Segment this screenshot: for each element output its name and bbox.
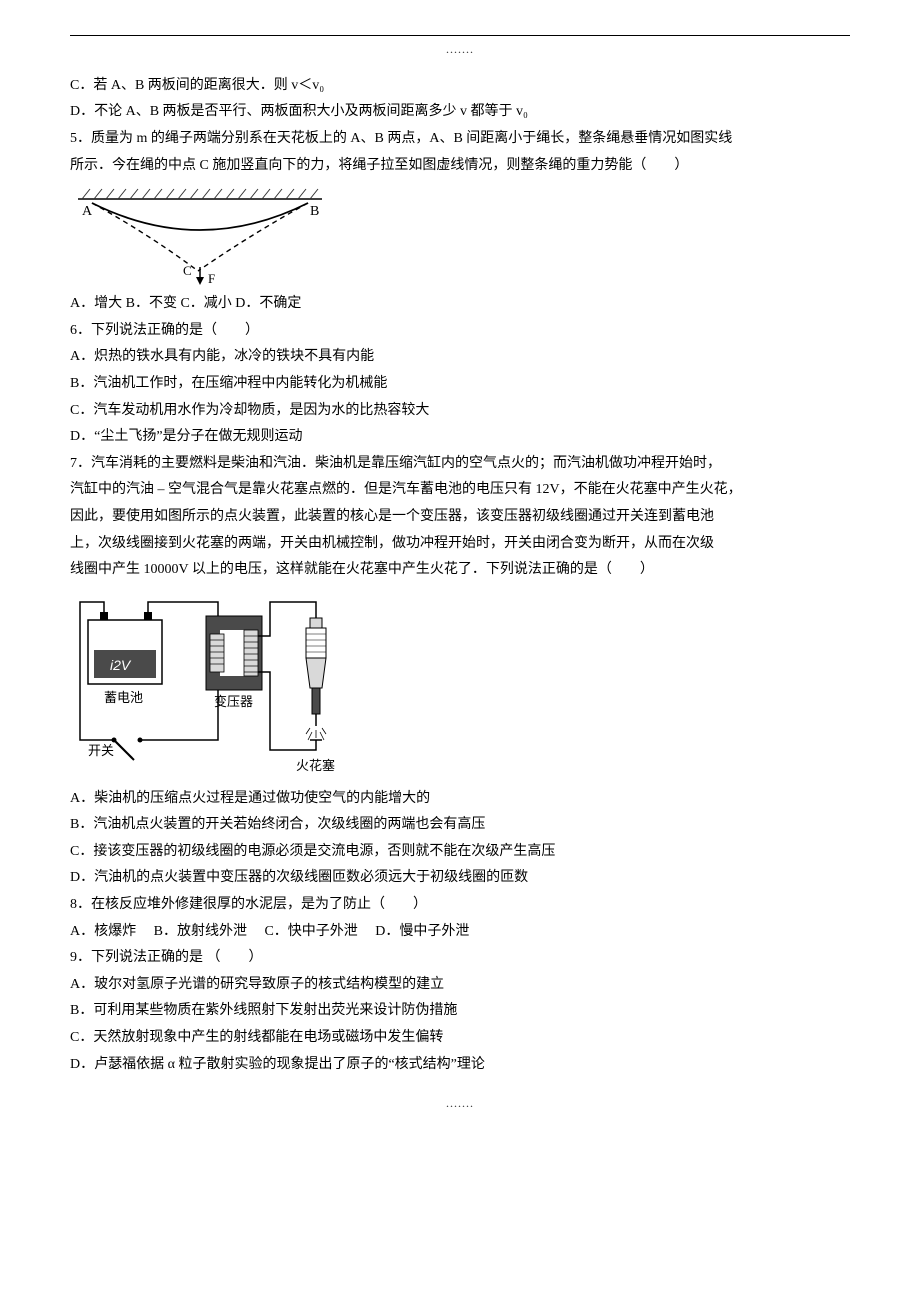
q6-option-c: C．汽车发动机用水作为冷却物质，是因为水的比热容较大 [70,398,850,425]
q5-stem-2: 所示．今在绳的中点 C 施加竖直向下的力，将绳子拉至如图虚线情况，则整条绳的重力… [70,153,850,180]
q5-figure: A B C F [70,185,850,285]
q7-fig-battery-label: i2V [110,657,132,673]
q7-fig-plug-caption: 火花塞 [296,758,335,773]
q4-option-d: D．不论 A、B 两板是否平行、两板面积大小及两板间距离多少 v 都等于 v₀ [70,99,850,126]
q5-fig-label-a: A [82,204,93,219]
q9-stem: 9．下列说法正确的是 （ ） [70,945,850,972]
q9-option-d: D．卢瑟福依据 α 粒子散射实验的现象提出了原子的“核式结构”理论 [70,1052,850,1079]
q7-stem-4: 上，次级线圈接到火花塞的两端，开关由机械控制，做功冲程开始时，开关由闭合变为断开… [70,531,850,558]
q7-option-c: C．接该变压器的初级线圈的电源必须是交流电源，否则就不能在次级产生高压 [70,839,850,866]
q5-stem-1: 5．质量为 m 的绳子两端分别系在天花板上的 A、B 两点，A、B 间距离小于绳… [70,126,850,153]
header-dots: ....... [70,38,850,61]
q4-option-c: C．若 A、B 两板间的距离很大．则 v＜v₀ [70,73,850,100]
q7-stem-3: 因此，要使用如图所示的点火装置，此装置的核心是一个变压器，该变压器初级线圈通过开… [70,504,850,531]
q7-stem-1: 7．汽车消耗的主要燃料是柴油和汽油．柴油机是靠压缩汽缸内的空气点火的；而汽油机做… [70,451,850,478]
q9-option-b: B．可利用某些物质在紫外线照射下发射出荧光来设计防伪措施 [70,998,850,1025]
q9-option-a: A．玻尔对氢原子光谱的研究导致原子的核式结构模型的建立 [70,972,850,999]
q7-figure: i2V 蓄电池 开关 [70,590,850,780]
q7-stem-5: 线圈中产生 10000V 以上的电压，这样就能在火花塞中产生火花了．下列说法正确… [70,557,850,584]
q5-fig-label-f: F [208,271,215,285]
q7-option-b: B．汽油机点火装置的开关若始终闭合，次级线圈的两端也会有高压 [70,812,850,839]
q8-options: A．核爆炸 B．放射线外泄 C．快中子外泄 D．慢中子外泄 [70,919,850,946]
top-rule [70,35,850,36]
q6-option-b: B．汽油机工作时，在压缩冲程中内能转化为机械能 [70,371,850,398]
q9-option-c: C．天然放射现象中产生的射线都能在电场或磁场中发生偏转 [70,1025,850,1052]
q5-options: A．增大 B．不变 C．减小 D．不确定 [70,291,850,318]
q6-option-a: A．炽热的铁水具有内能，冰冷的铁块不具有内能 [70,344,850,371]
q8-stem: 8．在核反应堆外修建很厚的水泥层，是为了防止（ ） [70,892,850,919]
q7-option-a: A．柴油机的压缩点火过程是通过做功使空气的内能增大的 [70,786,850,813]
q7-stem-2: 汽缸中的汽油 – 空气混合气是靠火花塞点燃的．但是汽车蓄电池的电压只有 12V，… [70,477,850,504]
q5-fig-label-b: B [310,204,319,219]
q7-fig-battery-caption: 蓄电池 [104,690,143,705]
q5-fig-label-c: C [183,263,192,278]
q7-option-d: D．汽油机的点火装置中变压器的次级线圈匝数必须远大于初级线圈的匝数 [70,865,850,892]
footer-dots: ....... [70,1092,850,1115]
q6-option-d: D．“尘土飞扬”是分子在做无规则运动 [70,424,850,451]
q7-fig-transformer-caption: 变压器 [214,694,253,709]
q7-fig-switch-caption: 开关 [88,743,114,758]
q6-stem: 6．下列说法正确的是（ ） [70,318,850,345]
